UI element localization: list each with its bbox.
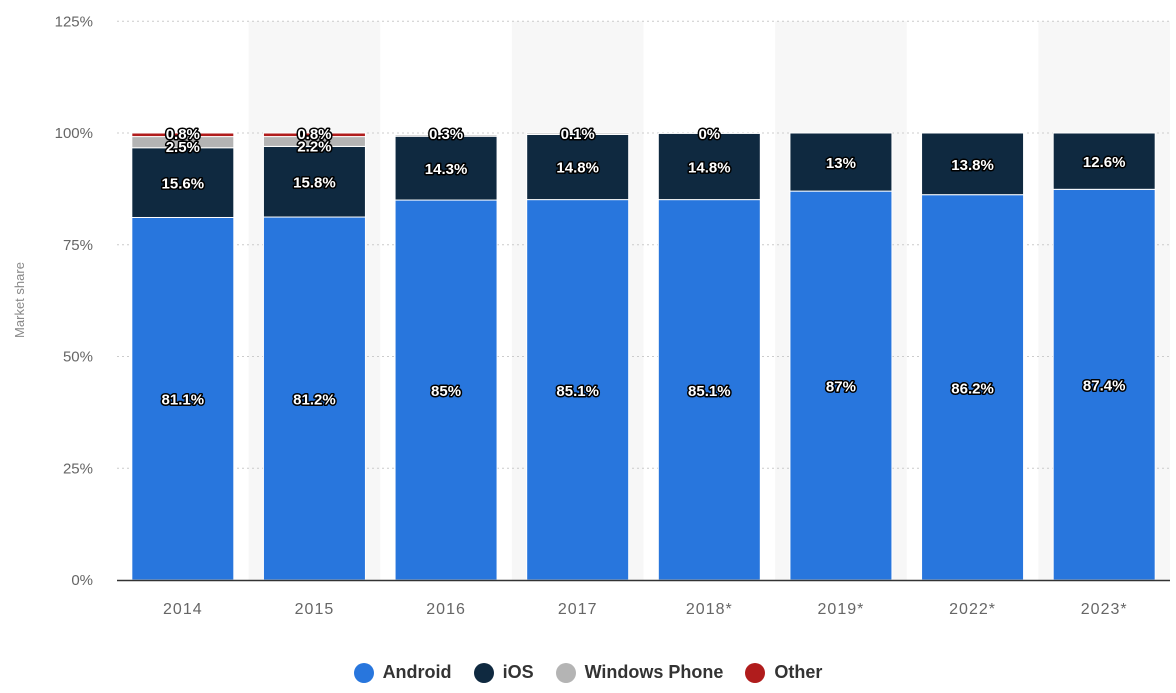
data-label: 87.4% [1083,378,1126,395]
bar-segment-ios [921,132,1025,196]
data-label: 15.6% [162,176,205,193]
legend-label: iOS [502,662,534,682]
x-tick-label: 2023* [1081,601,1128,618]
legend-label: Android [382,662,452,682]
bar-segment-ios [657,132,761,201]
data-label: 85% [431,383,461,400]
bar-segment-ios [131,147,235,218]
data-label: 14.8% [556,160,599,177]
legend: Android iOS Windows Phone Other [0,662,1176,683]
legend-marker-icon [555,662,576,683]
data-label: 86.2% [951,380,994,397]
bar-segment-android [262,216,366,581]
data-label: 14.8% [688,160,731,177]
data-label: 13.8% [951,157,994,174]
legend-item-windows-phone[interactable]: Windows Phone [555,662,724,683]
bar-segment-android [921,194,1025,581]
y-tick-label: 25% [63,460,93,477]
legend-marker-icon [745,662,766,683]
legend-marker-icon [473,662,494,683]
data-label: 0.8% [166,126,200,143]
bar-segment-other [131,132,235,138]
data-label: 12.6% [1083,154,1126,171]
bar-segment-android [789,190,893,581]
y-tick-label: 125% [55,13,93,30]
data-label: 0% [698,126,720,143]
data-label: 15.8% [293,175,336,192]
data-label: 0.3% [429,126,463,143]
bar-segment-android [394,199,498,581]
legend-item-ios[interactable]: iOS [473,662,534,683]
x-tick-label: 2017 [558,601,598,618]
y-axis-title: Market share [12,262,27,338]
legend-label: Other [774,662,823,682]
data-label: 13% [826,155,856,172]
data-label: 87% [826,379,856,396]
bar-segment-windows-phone [526,132,630,135]
data-label: 14.3% [425,161,468,178]
x-tick-label: 2022* [949,601,996,618]
y-tick-label: 50% [63,349,93,366]
legend-marker-icon [353,662,374,683]
data-label: 85.1% [688,383,731,400]
data-label: 0.1% [561,126,595,143]
legend-label: Windows Phone [584,662,724,682]
data-label: 2.2% [297,138,331,155]
bar-segment-ios [789,132,893,192]
bar-segment-ios [1052,132,1156,190]
bar-segment-other [262,132,366,138]
y-tick-label: 0% [71,572,93,589]
data-label: 85.1% [556,383,599,400]
x-tick-label: 2015 [295,601,335,618]
bar-segment-ios [526,132,630,201]
data-label: 81.2% [293,392,336,409]
bar-segment-windows-phone [394,134,498,137]
x-tick-label: 2018* [686,601,733,618]
bar-segment-ios [394,135,498,201]
stacked-bar-chart: 0% 25% 50% 75% 100% 125% Market share 81.1% 15.6… [12,13,1170,618]
x-tick-label: 2014 [163,601,203,618]
x-tick-label: 2019* [818,601,865,618]
data-label: 81.1% [162,392,205,409]
y-tick-label: 100% [55,125,93,142]
bar-segment-android [657,199,761,581]
legend-item-android[interactable]: Android [353,662,452,683]
data-label: 0.8% [297,126,331,143]
y-tick-label: 75% [63,237,93,254]
data-label: 2.5% [166,139,200,156]
x-tick-label: 2016 [426,601,466,618]
legend-item-other[interactable]: Other [745,662,822,683]
bar-segment-android [131,216,235,581]
bar-segment-android [1052,188,1156,581]
